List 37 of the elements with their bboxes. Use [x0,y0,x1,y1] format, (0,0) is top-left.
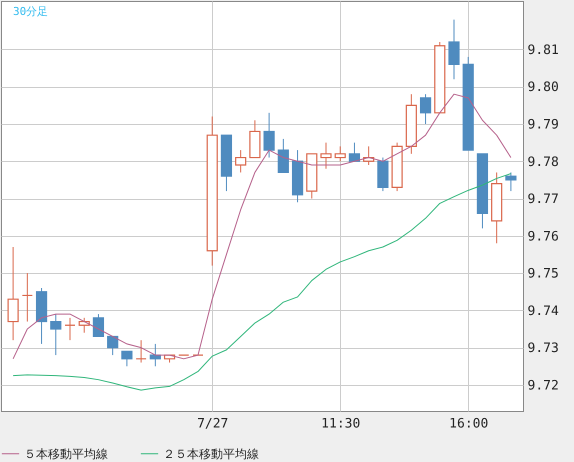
y-tick-label: 9.78 [528,154,559,170]
candlestick [320,142,332,170]
y-tick-label: 9.81 [528,42,559,58]
candlestick [235,150,246,173]
candlestick [22,272,33,322]
candlestick [505,172,516,192]
line-series [12,94,512,360]
candlestick [64,317,76,341]
chart-title: 30分足 [13,5,48,18]
y-tick-label: 9.74 [528,304,559,319]
candlestick [348,142,360,162]
candlestick [92,314,104,338]
candlestick [150,343,161,367]
candlestick [50,314,62,356]
candlestick [448,19,460,80]
candlestick [264,112,275,158]
y-tick-label: 9.77 [528,192,559,208]
candlestick [78,317,90,334]
y-tick-label: 9.80 [528,80,559,96]
y-tick-label: 9.73 [528,341,559,356]
candlestick [121,350,132,367]
candlestick [278,138,289,174]
candlestick [334,146,346,162]
line-series [12,173,512,391]
legend-label: ２５本移動平均線 [163,446,259,461]
y-tick-label: 9.79 [528,118,559,132]
candlestick [420,94,432,124]
candlestick [136,340,147,364]
candlestick [8,246,19,341]
x-tick-label: 11:30 [321,416,360,432]
y-tick-label: 9.72 [528,378,559,394]
y-tick-label: 9.75 [528,266,559,282]
candlestick [107,336,118,356]
x-tick-label: 7/27 [197,416,228,432]
x-tick-label: 16:00 [449,416,488,432]
legend-label: ５本移動平均線 [24,446,108,461]
y-tick-label: 9.76 [528,229,559,244]
